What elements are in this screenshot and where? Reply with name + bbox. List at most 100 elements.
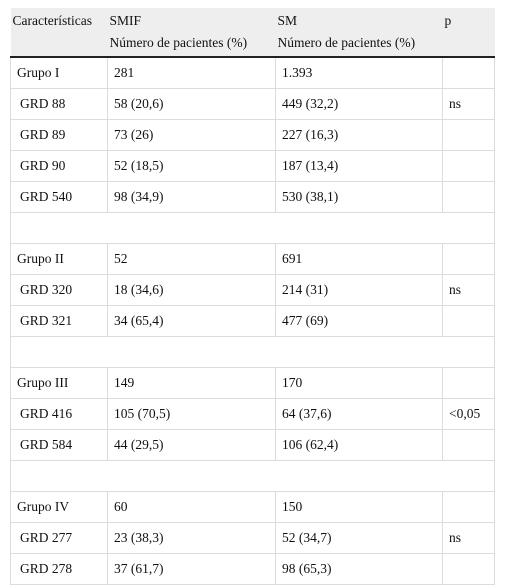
cell: 477 (69) (275, 305, 443, 337)
spacer-cell (10, 212, 495, 244)
item-row: GRD 88 58 (20,6) 449 (32,2) ns (10, 88, 495, 120)
row-label: Grupo III (17, 375, 69, 390)
group-row: Grupo I 281 1.393 (10, 56, 495, 89)
cell (442, 429, 495, 461)
cell: ns (442, 274, 495, 306)
cell-value: 44 (29,5) (114, 437, 164, 452)
row-label: Grupo IV (17, 499, 70, 514)
cell: 37 (61,7) (107, 553, 276, 585)
cell: Grupo IV (10, 491, 108, 523)
cell: 187 (13,4) (275, 150, 443, 182)
row-label: GRD 89 (20, 127, 66, 142)
cell-value: 214 (31) (282, 282, 329, 297)
cell: GRD 277 (10, 522, 108, 554)
cell-value: 98 (65,3) (282, 561, 332, 576)
cell: 214 (31) (275, 274, 443, 306)
spacer-cell (10, 460, 495, 492)
cell-value: <0,05 (449, 406, 481, 421)
cell: 105 (70,5) (107, 398, 276, 430)
cell-value: 58 (20,6) (114, 96, 164, 111)
cell-value: 106 (62,4) (282, 437, 339, 452)
cell: GRD 90 (10, 150, 108, 182)
cell-value: 34 (65,4) (114, 313, 164, 328)
row-label: GRD 278 (20, 561, 73, 576)
item-row: GRD 89 73 (26) 227 (16,3) (10, 119, 495, 151)
cell: 58 (20,6) (107, 88, 276, 120)
data-table: Características SMIF Número de pacientes (… (10, 8, 495, 585)
cell: Grupo II (10, 243, 108, 275)
row-label: GRD 416 (20, 406, 73, 421)
cell-value: 64 (37,6) (282, 406, 332, 421)
cell-value: 530 (38,1) (282, 189, 339, 204)
column-title: p (444, 13, 452, 28)
cell: 449 (32,2) (275, 88, 443, 120)
cell: 60 (107, 491, 276, 523)
cell: 1.393 (275, 56, 443, 89)
cell: GRD 416 (10, 398, 108, 430)
cell (442, 553, 495, 585)
cell: GRD 89 (10, 119, 108, 151)
cell: 44 (29,5) (107, 429, 276, 461)
cell (442, 305, 495, 337)
table-header: Características SMIF Número de pacientes (… (10, 8, 495, 58)
group-row: Grupo III 149 170 (10, 367, 495, 399)
cell-value: 18 (34,6) (114, 282, 164, 297)
cell: 52 (34,7) (275, 522, 443, 554)
cell: 530 (38,1) (275, 181, 443, 213)
cell-value: 37 (61,7) (114, 561, 164, 576)
cell-value: 149 (114, 375, 135, 390)
cell: GRD 584 (10, 429, 108, 461)
cell-value: 73 (26) (114, 127, 154, 142)
cell: 23 (38,3) (107, 522, 276, 554)
item-row: GRD 278 37 (61,7) 98 (65,3) (10, 553, 495, 585)
item-row: GRD 277 23 (38,3) 52 (34,7) ns (10, 522, 495, 554)
cell: 281 (107, 56, 276, 89)
cell-value: 449 (32,2) (282, 96, 339, 111)
cell: ns (442, 522, 495, 554)
column-title: SMIF (109, 13, 142, 28)
cell-value: 52 (34,7) (282, 530, 332, 545)
cell: GRD 540 (10, 181, 108, 213)
cell: GRD 88 (10, 88, 108, 120)
cell: 227 (16,3) (275, 119, 443, 151)
item-row: GRD 321 34 (65,4) 477 (69) (10, 305, 495, 337)
cell: 18 (34,6) (107, 274, 276, 306)
cell: 52 (107, 243, 276, 275)
header-cell: SMIF Número de pacientes (%) (107, 8, 276, 58)
row-label: GRD 540 (20, 189, 73, 204)
cell (442, 150, 495, 182)
cell (442, 367, 495, 399)
cell-value: 170 (282, 375, 303, 390)
cell: 52 (18,5) (107, 150, 276, 182)
row-label: GRD 277 (20, 530, 73, 545)
page: Características SMIF Número de pacientes (… (10, 8, 495, 585)
group-row: Grupo IV 60 150 (10, 491, 495, 523)
column-title: SM (277, 13, 298, 28)
header-cell: SM Número de pacientes (%) (275, 8, 443, 58)
cell-value: 52 (18,5) (114, 158, 164, 173)
item-row: GRD 90 52 (18,5) 187 (13,4) (10, 150, 495, 182)
cell: 106 (62,4) (275, 429, 443, 461)
group-row: Grupo II 52 691 (10, 243, 495, 275)
cell (442, 491, 495, 523)
item-row: GRD 416 105 (70,5) 64 (37,6) <0,05 (10, 398, 495, 430)
cell-value: 1.393 (282, 65, 313, 80)
cell: GRD 278 (10, 553, 108, 585)
cell: 64 (37,6) (275, 398, 443, 430)
cell: ns (442, 88, 495, 120)
header-row: Características SMIF Número de pacientes (… (10, 8, 495, 58)
cell: <0,05 (442, 398, 495, 430)
column-subtitle: Número de pacientes (%) (277, 35, 416, 50)
row-label: Grupo I (17, 65, 60, 80)
cell: 98 (34,9) (107, 181, 276, 213)
table-body: Grupo I 281 1.393 GRD 88 58 (20,6) 449 (32,2)… (10, 56, 495, 585)
cell: 691 (275, 243, 443, 275)
row-label: GRD 584 (20, 437, 73, 452)
column-subtitle: Número de pacientes (%) (109, 35, 248, 50)
cell-value: 105 (70,5) (114, 406, 171, 421)
item-row: GRD 540 98 (34,9) 530 (38,1) (10, 181, 495, 213)
row-label: Grupo II (17, 251, 64, 266)
cell-value: 477 (69) (282, 313, 329, 328)
cell (442, 119, 495, 151)
cell-value: 691 (282, 251, 303, 266)
